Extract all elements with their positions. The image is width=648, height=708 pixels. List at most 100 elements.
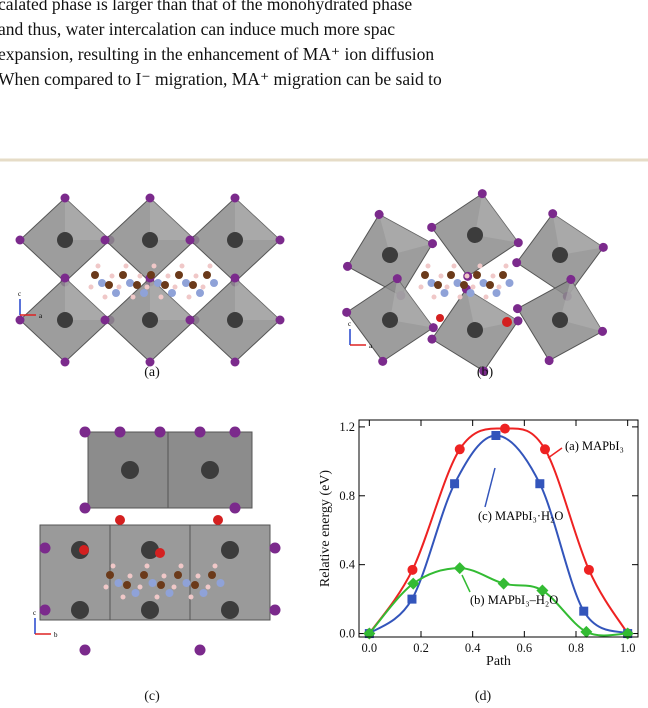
c-atom — [133, 281, 141, 289]
h-atom — [207, 263, 213, 269]
x-axis-label: Path — [486, 654, 511, 669]
marker — [535, 479, 545, 489]
crystal-structures: c a c a c b (a) (b) (c) (d) — [15, 189, 608, 704]
i-atom — [145, 357, 155, 367]
y-tick-label: 0.4 — [339, 558, 355, 572]
h-atom — [144, 284, 150, 290]
i-atom — [428, 239, 438, 249]
c-atom — [434, 281, 442, 289]
h-atom — [212, 563, 218, 569]
marker — [450, 479, 460, 489]
h-atom — [144, 563, 150, 569]
octahedron — [100, 273, 200, 367]
text-line: and thus, water intercalation can induce… — [0, 19, 395, 39]
axis-letter: b — [54, 631, 58, 639]
octahedron — [15, 193, 115, 287]
c-atom — [447, 271, 455, 279]
marker — [491, 431, 501, 440]
octahedron — [427, 189, 523, 281]
marker — [497, 577, 510, 590]
i-atom — [60, 273, 70, 283]
i-atom — [39, 604, 51, 616]
i-atom — [15, 315, 25, 325]
h-atom — [171, 584, 177, 590]
octahedron-face — [390, 278, 434, 328]
n-atom — [154, 279, 162, 287]
i-atom — [378, 356, 388, 366]
n-atom — [466, 289, 475, 297]
axis-letter: c — [33, 609, 36, 617]
h-atom — [172, 284, 178, 290]
n-atom — [505, 279, 514, 287]
c-atom — [147, 271, 155, 279]
c-atom — [123, 581, 131, 589]
y-tick-label: 1.2 — [339, 420, 355, 434]
pb-atom — [552, 312, 568, 328]
i-atom — [100, 235, 110, 245]
octahedron — [100, 193, 200, 287]
c-atom — [91, 271, 99, 279]
pb-atom — [467, 227, 483, 243]
c-atom — [189, 281, 197, 289]
i-atom — [79, 644, 91, 656]
c-atom — [499, 271, 507, 279]
h-atom — [127, 573, 133, 579]
i-atom — [230, 273, 240, 283]
text-line: calated phase is larger than that of the… — [0, 0, 412, 14]
label-arrow — [461, 574, 471, 593]
o-atom — [155, 548, 165, 558]
pb-atom — [141, 541, 159, 559]
h-atom — [477, 263, 483, 269]
body-text-block: calated phase is larger than that of the… — [0, 0, 442, 89]
i-atom — [229, 502, 241, 514]
octahedron-face — [552, 213, 604, 255]
label-arrow — [484, 467, 496, 508]
h-atom — [109, 273, 115, 279]
c-atom — [157, 581, 165, 589]
c-atom — [473, 271, 481, 279]
h-atom — [464, 273, 470, 279]
n-atom — [140, 289, 148, 297]
x-tick-label: 0.8 — [568, 641, 584, 655]
n-atom — [453, 279, 462, 287]
n-atom — [427, 279, 436, 287]
octahedron — [512, 274, 608, 366]
y-tick-label: 0.0 — [339, 627, 355, 641]
h-atom — [158, 294, 164, 300]
i-atom — [39, 542, 51, 554]
i-atom — [145, 193, 155, 203]
o-atom — [79, 545, 89, 555]
i-atom — [598, 242, 608, 252]
i-atom — [185, 315, 195, 325]
octahedron — [15, 273, 115, 367]
text-line: expansion, resulting in the enhancement … — [0, 44, 434, 64]
chart: 0.0 0.2 0.4 0.6 0.8 1.0 0.0 0.4 0.8 1.2 Path Relati… — [318, 419, 639, 669]
h-atom — [444, 284, 450, 290]
h-atom — [179, 263, 185, 269]
h-atom — [470, 284, 476, 290]
i-atom — [479, 366, 489, 376]
axis-letter: c — [18, 290, 21, 298]
i-atom — [194, 426, 206, 438]
marker — [580, 625, 593, 638]
h-atom — [451, 263, 457, 269]
c-atom — [175, 271, 183, 279]
h-atom — [103, 584, 109, 590]
i-atom — [428, 323, 438, 333]
h-atom — [120, 594, 126, 600]
marker — [407, 594, 417, 604]
h-atom — [490, 273, 496, 279]
i-atom — [566, 274, 576, 284]
i-atom — [513, 316, 523, 326]
series-label: (c) MAPbI₃·H₂O — [478, 509, 563, 523]
i-atom — [342, 307, 352, 317]
n-atom — [479, 279, 488, 287]
y-axis-label: Relative energy (eV) — [318, 470, 333, 587]
i-atom — [194, 644, 206, 656]
h-atom — [418, 284, 424, 290]
plot-frame — [358, 419, 639, 638]
marker — [579, 606, 589, 616]
c-atom — [174, 571, 182, 579]
h-atom — [483, 294, 489, 300]
marker — [540, 444, 550, 455]
